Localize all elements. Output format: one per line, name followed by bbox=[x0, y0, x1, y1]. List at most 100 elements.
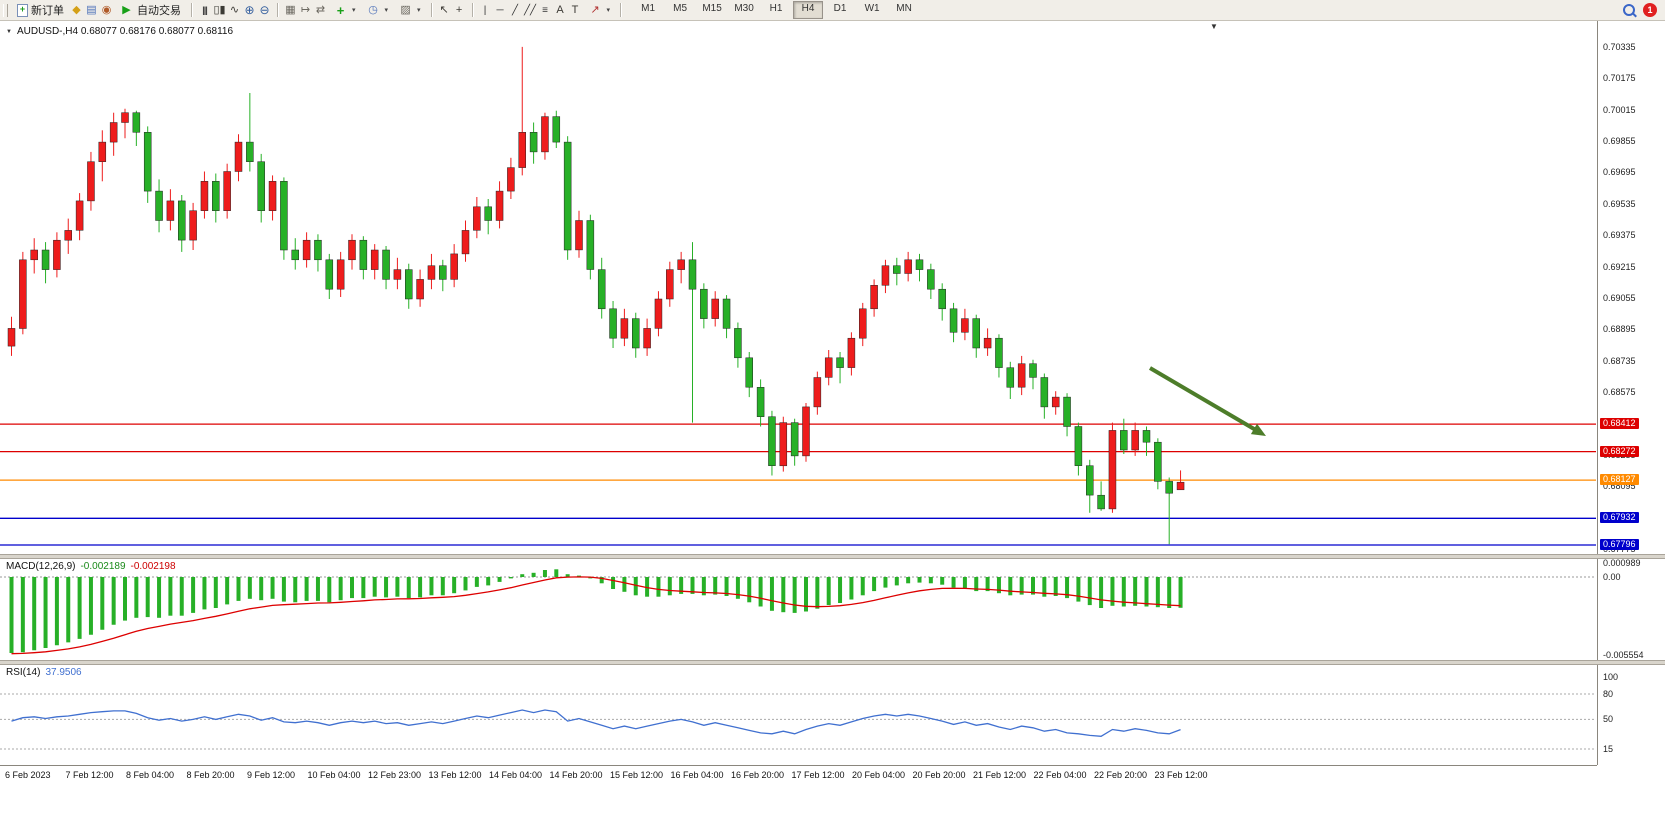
timeframe-button-M5[interactable]: M5 bbox=[673, 3, 688, 14]
candle-body bbox=[518, 132, 526, 168]
candle-body bbox=[870, 285, 878, 310]
candle-body bbox=[75, 200, 84, 231]
bar-chart-icon[interactable]: ||| bbox=[202, 4, 208, 15]
price-level-badge: 0.68272 bbox=[1600, 446, 1639, 457]
navigator-icon[interactable]: ◉ bbox=[101, 3, 112, 16]
timeframe-button-D1[interactable]: D1 bbox=[833, 3, 847, 14]
price-level-badge: 0.67932 bbox=[1600, 512, 1639, 523]
candle-body bbox=[1017, 363, 1026, 388]
new-chart-icon[interactable]: ◆ bbox=[72, 3, 81, 16]
candle-body bbox=[246, 141, 254, 162]
candle-body bbox=[859, 308, 867, 339]
candle-body bbox=[64, 230, 72, 241]
candle-body bbox=[143, 132, 152, 192]
chart-shift-icon[interactable]: ⇄ bbox=[315, 3, 326, 16]
channel-tool-icon[interactable]: ╱╱ bbox=[524, 4, 537, 16]
cursor-icon[interactable]: ↖ bbox=[439, 3, 449, 16]
candle-body bbox=[700, 288, 708, 319]
rsi-label: RSI(14) 37.9506 bbox=[6, 667, 82, 678]
candle-body bbox=[495, 190, 504, 221]
timeframe-button-MN[interactable]: MN bbox=[896, 3, 912, 14]
timeframe-button-H1[interactable]: H1 bbox=[769, 3, 783, 14]
fibonacci-tool-icon[interactable]: ≡ bbox=[542, 4, 548, 16]
rsi-line bbox=[11, 709, 1181, 737]
candle-body bbox=[416, 279, 424, 300]
time-axis-label: 8 Feb 20:00 bbox=[186, 770, 235, 780]
price-axis-label: 0.69855 bbox=[1603, 136, 1636, 146]
scroll-to-end-marker[interactable]: ▼ bbox=[1210, 22, 1218, 31]
autotrading-label: 自动交易 bbox=[137, 5, 181, 17]
time-axis-label: 8 Feb 04:00 bbox=[126, 770, 175, 780]
crosshair-icon[interactable]: + bbox=[455, 3, 463, 16]
rsi-canvas[interactable] bbox=[0, 665, 1596, 765]
autotrading-button[interactable]: ▶ 自动交易 bbox=[114, 1, 186, 19]
auto-scroll-icon[interactable]: ↦ bbox=[300, 3, 311, 16]
grid-icon[interactable]: ▦ bbox=[285, 3, 296, 16]
timeframe-button-M1[interactable]: M1 bbox=[641, 3, 656, 14]
candle-body bbox=[314, 239, 322, 261]
label-tool-icon[interactable]: T bbox=[571, 3, 579, 16]
time-axis[interactable]: 6 Feb 2023 7 Feb 12:00 8 Feb 04:00 8 Feb 20… bbox=[0, 765, 1597, 787]
panel-splitter[interactable] bbox=[0, 660, 1665, 665]
chevron-down-icon: ▾ bbox=[606, 7, 611, 14]
vertical-line-tool-icon[interactable]: | bbox=[483, 4, 487, 16]
candle-body bbox=[461, 230, 470, 255]
candle-body bbox=[98, 141, 107, 162]
profiles-icon[interactable]: ▤ bbox=[86, 3, 97, 16]
candle-body bbox=[734, 328, 742, 359]
toolbar-grip[interactable] bbox=[3, 3, 8, 17]
search-icon[interactable] bbox=[1623, 4, 1635, 16]
candle-body bbox=[779, 422, 788, 467]
candlestick-chart-icon[interactable]: ▯▮ bbox=[213, 3, 226, 16]
line-chart-icon[interactable]: ∿ bbox=[229, 3, 240, 16]
add-indicator-icon: + bbox=[336, 2, 345, 18]
candle-body bbox=[19, 259, 27, 329]
candle-body bbox=[972, 318, 980, 349]
symbol-ohlc-label: AUDUSD-,H4 0.68077 0.68176 0.68077 0.681… bbox=[16, 26, 234, 37]
templates-button[interactable]: ▨ ▾ bbox=[393, 1, 426, 19]
periods-button[interactable]: ◷ ▾ bbox=[361, 1, 394, 19]
candle-body bbox=[529, 132, 538, 153]
candle-body bbox=[961, 318, 969, 333]
collapse-icon[interactable]: ▼ bbox=[6, 28, 12, 35]
new-order-label: 新订单 bbox=[31, 5, 64, 17]
price-axis-label: 0.69535 bbox=[1603, 199, 1636, 209]
time-axis-label: 16 Feb 20:00 bbox=[731, 770, 785, 780]
candle-body bbox=[654, 298, 663, 329]
notification-badge[interactable]: 1 bbox=[1643, 3, 1657, 17]
trendline-tool-icon[interactable]: ╱ bbox=[512, 4, 519, 16]
candle-body bbox=[836, 357, 844, 368]
candle-body bbox=[575, 220, 583, 251]
candle-body bbox=[121, 112, 129, 123]
macd-axis-label: 0.000989 bbox=[1603, 558, 1641, 568]
rsi-axis-label: 15 bbox=[1603, 744, 1614, 754]
price-axis[interactable]: 0.70335 0.70175 0.70015 0.69855 0.69695 0.695… bbox=[1597, 20, 1665, 765]
price-chart-canvas[interactable] bbox=[0, 24, 1596, 554]
time-axis-label: 21 Feb 12:00 bbox=[973, 770, 1027, 780]
zoom-in-icon[interactable]: ⊕ bbox=[244, 2, 255, 17]
price-axis-label: 0.68095 bbox=[1603, 481, 1636, 491]
candle-body bbox=[1040, 377, 1049, 408]
time-axis-label: 16 Feb 04:00 bbox=[670, 770, 724, 780]
time-axis-label: 14 Feb 20:00 bbox=[549, 770, 603, 780]
zoom-out-icon[interactable]: ⊖ bbox=[259, 2, 270, 17]
rsi-axis-label: 80 bbox=[1603, 689, 1614, 699]
arrows-tool-button[interactable]: ↗ ▾ bbox=[583, 1, 616, 19]
time-axis-label: 22 Feb 20:00 bbox=[1094, 770, 1148, 780]
candle-body bbox=[666, 269, 674, 300]
text-tool-icon[interactable]: A bbox=[556, 3, 564, 16]
candle-body bbox=[1176, 481, 1185, 491]
new-order-button[interactable]: + 新订单 bbox=[12, 1, 69, 19]
timeframe-button-W1[interactable]: W1 bbox=[864, 3, 880, 14]
timeframe-button-H4[interactable]: H4 bbox=[793, 1, 824, 19]
timeframe-button-M30[interactable]: M30 bbox=[734, 3, 754, 14]
horizontal-line-tool-icon[interactable]: ─ bbox=[496, 4, 504, 16]
candle-body bbox=[995, 337, 1003, 368]
panel-splitter[interactable] bbox=[0, 554, 1665, 559]
timeframe-button-M15[interactable]: M15 bbox=[702, 3, 722, 14]
time-axis-label: 9 Feb 12:00 bbox=[247, 770, 296, 780]
clock-icon: ◷ bbox=[368, 3, 378, 16]
macd-canvas[interactable] bbox=[0, 559, 1596, 660]
candle-body bbox=[541, 116, 549, 153]
add-indicator-button[interactable]: + ▾ bbox=[328, 1, 361, 19]
